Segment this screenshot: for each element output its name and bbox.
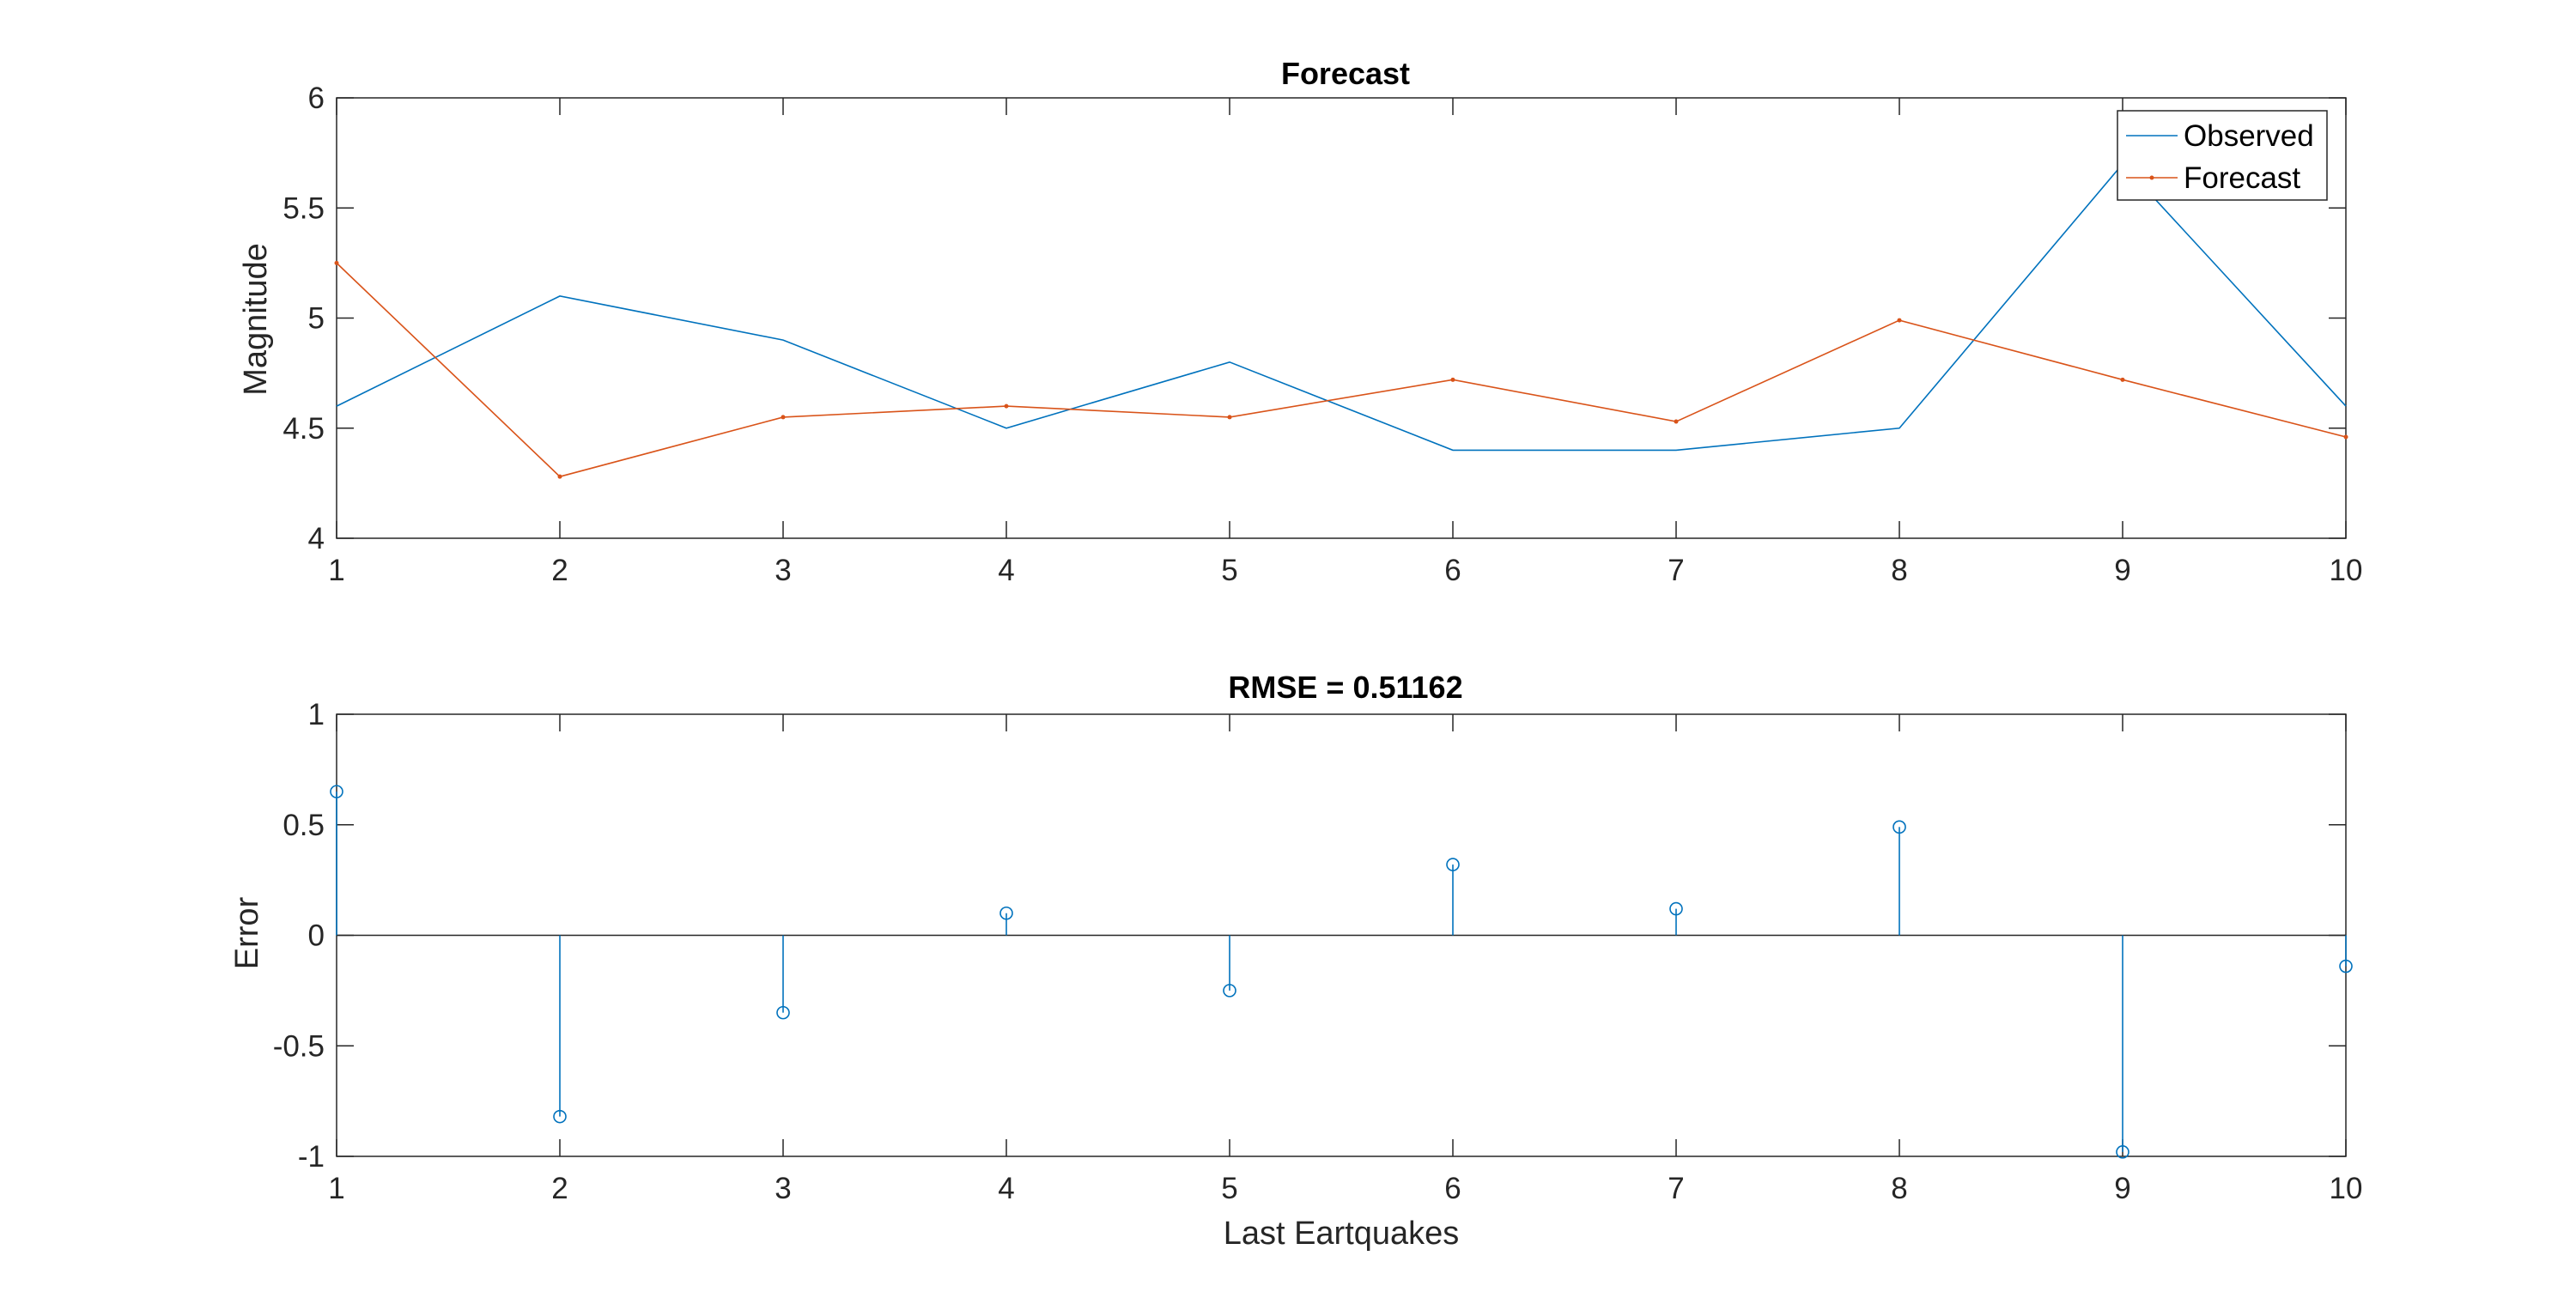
error-xtick-label: 10 <box>2330 1172 2363 1205</box>
error-xtick-label: 9 <box>2114 1172 2130 1205</box>
error-point <box>1893 820 1906 834</box>
error-point <box>2339 959 2353 974</box>
observed-line <box>336 162 2347 452</box>
error-xtick-label: 8 <box>1891 1172 1907 1205</box>
error-point <box>1669 901 1683 916</box>
error-point <box>776 1005 790 1020</box>
error-point <box>2116 1145 2129 1159</box>
error-xtick-label: 7 <box>1668 1172 1684 1205</box>
forecast-point <box>1897 318 1902 323</box>
forecast-title: Forecast <box>1281 56 1410 91</box>
error-ytick-label: 1 <box>308 698 325 731</box>
error-ytick-label: -1 <box>298 1140 325 1174</box>
forecast-ytick-label: 6 <box>308 82 325 115</box>
error-ytick-label: -0.5 <box>273 1029 325 1063</box>
error-ytick-label: 0 <box>308 919 325 953</box>
forecast-point <box>557 474 562 479</box>
error-xlabel: Last Eartquakes <box>1224 1216 1460 1252</box>
forecast-xtick-label: 6 <box>1444 554 1461 587</box>
forecast-xtick-label: 1 <box>328 554 344 587</box>
forecast-xtick-label: 8 <box>1891 554 1907 587</box>
forecast-point <box>2343 434 2348 440</box>
forecast-point <box>1227 415 1232 420</box>
error-ylabel: Error <box>229 896 265 969</box>
legend-forecast-marker <box>2149 175 2154 180</box>
forecast-xtick-label: 4 <box>998 554 1014 587</box>
error-marks: 1 2 3 4 5 6 7 8 9 10 -1 -0.5 0 0.5 1 <box>273 698 2363 1205</box>
forecast-point <box>2120 377 2125 382</box>
forecast-legend: Observed Forecast <box>2117 110 2328 201</box>
forecast-subplot: Forecast Magnitude 1 2 3 4 5 6 7 8 9 1044.555.56 … <box>238 56 2362 587</box>
forecast-point <box>334 260 339 265</box>
forecast-xtick-label: 7 <box>1668 554 1684 587</box>
forecast-xtick-label: 5 <box>1221 554 1237 587</box>
legend-box <box>2117 110 2328 201</box>
error-xtick-label: 2 <box>551 1172 568 1205</box>
error-xtick-label: 6 <box>1444 1172 1461 1205</box>
error-point <box>1223 984 1236 998</box>
error-point <box>1446 858 1460 871</box>
forecast-line <box>336 262 2347 478</box>
error-ytick-label: 0.5 <box>283 809 325 842</box>
forecast-ytick-label: 5 <box>308 302 325 336</box>
forecast-point <box>781 415 786 420</box>
forecast-ytick-label: 4 <box>308 522 325 555</box>
error-subplot: RMSE = 0.51162 Error Last Eartquakes 1 2 3… <box>229 670 2362 1252</box>
error-point <box>999 906 1013 920</box>
forecast-ylabel: Magnitude <box>238 243 274 395</box>
error-point <box>553 1109 567 1124</box>
forecast-ytick-label: 4.5 <box>283 412 325 446</box>
forecast-ytick-label: 5.5 <box>283 191 325 225</box>
error-xtick-label: 1 <box>328 1172 344 1205</box>
error-xtick-label: 3 <box>775 1172 791 1205</box>
forecast-point <box>1674 419 1679 424</box>
forecast-point <box>1450 377 1455 382</box>
error-title: RMSE = 0.51162 <box>1228 670 1462 705</box>
forecast-point <box>1004 403 1009 409</box>
forecast-xtick-label: 10 <box>2330 554 2363 587</box>
forecast-marks: 1 2 3 4 5 6 7 8 9 10 4 4.5 5 5.5 6 <box>283 82 2362 587</box>
error-xtick-label: 5 <box>1221 1172 1237 1205</box>
legend-observed-label: Observed <box>2184 119 2314 153</box>
legend-forecast-label: Forecast <box>2184 161 2300 195</box>
forecast-xtick-label: 2 <box>551 554 568 587</box>
error-xtick-label: 4 <box>998 1172 1014 1205</box>
error-point <box>330 785 343 798</box>
forecast-xtick-label: 3 <box>775 554 791 587</box>
forecast-xtick-label: 9 <box>2114 554 2130 587</box>
